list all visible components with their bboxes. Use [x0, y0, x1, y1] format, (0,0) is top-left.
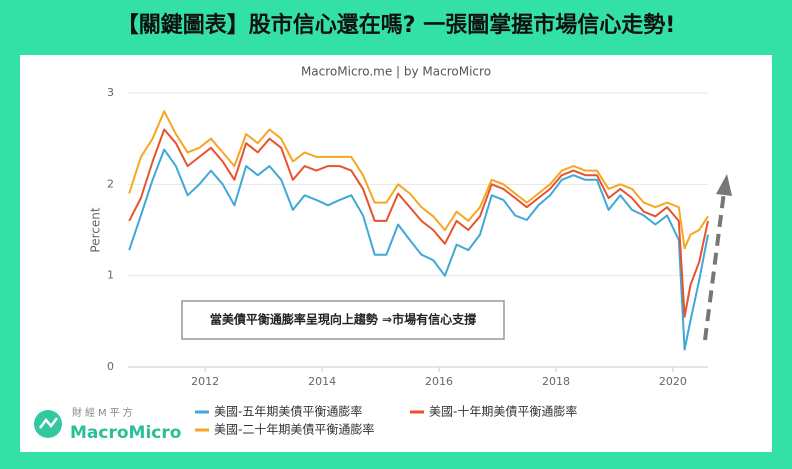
- legend-label: 美國-五年期美債平衡通膨率: [214, 404, 362, 419]
- y-axis-label: Percent: [89, 207, 103, 252]
- logo-mark: [39, 417, 58, 429]
- y-tick-label: 0: [107, 360, 114, 373]
- x-tick-label: 2018: [542, 375, 570, 388]
- arrow-head: [716, 174, 732, 196]
- logo-tagline: 財經M平方: [72, 406, 136, 419]
- x-tick-label: 2020: [659, 375, 687, 388]
- series-line: [128, 110, 709, 250]
- chart-subtitle: MacroMicro.me | by MacroMicro: [301, 65, 491, 79]
- x-tick-label: 2014: [308, 375, 336, 388]
- logo-name: MacroMicro: [70, 423, 181, 443]
- annotation: 當美債平衡通膨率呈現向上趨勢 ⇒市場有信心支撐: [210, 312, 476, 327]
- series-line: [128, 128, 709, 318]
- banner-title: 【關鍵圖表】股市信心還在嗎? 一張圖掌握市場信心走勢!: [117, 12, 675, 38]
- arrow: [703, 191, 726, 341]
- legend-label: 美國-十年期美債平衡通膨率: [429, 404, 577, 419]
- y-tick-label: 1: [107, 269, 114, 282]
- logo: 財經M平方 MacroMicro: [34, 406, 181, 443]
- x-tick-label: 2012: [191, 375, 219, 388]
- x-tick-label: 2016: [425, 375, 453, 388]
- y-tick-label: 2: [107, 177, 114, 190]
- legend-label: 美國-二十年期美債平衡通膨率: [214, 422, 374, 437]
- y-tick-label: 3: [107, 86, 114, 99]
- chart-panel: [20, 55, 772, 452]
- plot: 0 1 2 3 2012 2014 2016 2018 2020: [107, 86, 709, 388]
- series-line: [128, 148, 709, 351]
- annotation-box: [181, 300, 505, 340]
